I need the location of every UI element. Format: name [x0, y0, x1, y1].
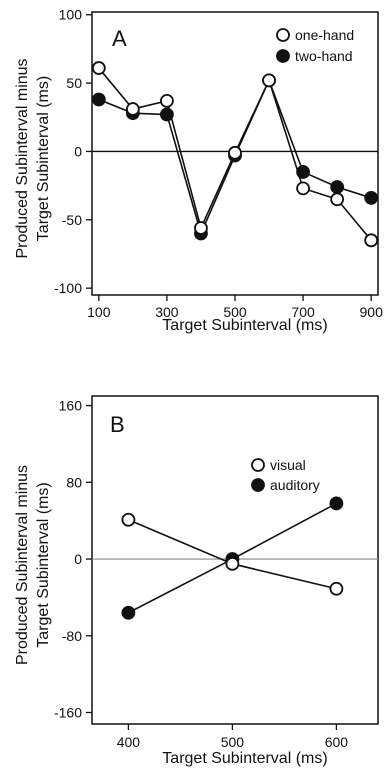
y-tick-label: -160 — [54, 704, 82, 720]
legend-marker-visual — [251, 458, 265, 472]
panel-label: A — [112, 26, 127, 51]
x-tick-label: 500 — [221, 734, 245, 750]
y-tick-label: 100 — [59, 7, 83, 23]
legend-label-visual: visual — [270, 457, 306, 473]
data-point-auditory — [121, 605, 136, 620]
x-tick-label: 400 — [117, 734, 141, 750]
data-point-one-hand — [228, 145, 242, 160]
legend-label-auditory: auditory — [270, 477, 320, 493]
x-axis-ticks: 100 300 500 700 900 — [87, 295, 383, 320]
data-point-visual — [225, 556, 240, 571]
series-group — [121, 496, 344, 620]
panel-b-chart: 160 80 0 -80 -160 400 500 600 B visual auditory… — [14, 395, 379, 767]
data-point-one-hand — [262, 73, 276, 88]
x-tick-label: 500 — [223, 304, 247, 320]
x-tick-label: 900 — [360, 304, 384, 320]
y-axis-ticks: 160 80 0 -80 -160 — [54, 398, 92, 720]
series-group — [91, 61, 379, 248]
data-point-two-hand — [296, 165, 310, 179]
legend-label-one-hand: one-hand — [295, 27, 354, 43]
x-axis-label: Target Subinterval (ms) — [162, 750, 327, 767]
y-tick-label: 160 — [59, 398, 83, 414]
legend-marker-auditory — [251, 478, 265, 492]
data-point-visual — [329, 581, 344, 596]
y-axis-label-line-1: Produced Subinterval minus — [14, 465, 31, 665]
legend: visual auditory — [251, 457, 320, 493]
y-tick-label: 0 — [74, 551, 82, 567]
y-tick-label: 50 — [66, 75, 82, 91]
data-point-two-hand — [330, 180, 345, 194]
y-axis-label-line-2: Target Subinterval (ms) — [35, 76, 52, 241]
data-point-one-hand — [296, 181, 310, 196]
panel-label: B — [110, 412, 125, 437]
y-tick-label: -50 — [62, 212, 82, 228]
legend-marker-one-hand — [276, 28, 290, 42]
y-tick-label: -80 — [62, 628, 82, 644]
data-point-auditory — [329, 496, 344, 511]
data-point-one-hand — [91, 61, 106, 75]
plot-frame — [91, 395, 379, 725]
y-tick-label: 80 — [66, 474, 82, 490]
y-axis-label-line-2: Target Subinterval (ms) — [35, 482, 52, 647]
y-axis-label-line-1: Produced Subinterval minus — [14, 58, 31, 258]
data-point-visual — [121, 512, 136, 527]
y-axis-ticks: 100 50 0 -50 -100 — [54, 7, 92, 296]
data-point-two-hand — [91, 92, 106, 107]
x-tick-label: 600 — [325, 734, 349, 750]
legend: one-hand two-hand — [276, 27, 354, 64]
x-tick-label: 700 — [291, 304, 315, 320]
data-point-one-hand — [364, 233, 379, 248]
x-axis-ticks: 400 500 600 — [117, 724, 349, 750]
y-tick-label: -100 — [54, 280, 82, 296]
data-point-one-hand — [194, 221, 208, 235]
data-point-one-hand — [330, 192, 345, 207]
data-point-one-hand — [125, 102, 140, 116]
data-point-two-hand — [364, 191, 379, 205]
x-tick-label: 100 — [87, 304, 111, 320]
x-axis-label: Target Subinterval (ms) — [162, 317, 327, 334]
x-tick-label: 300 — [155, 304, 179, 320]
legend-marker-two-hand — [276, 49, 290, 63]
legend-label-two-hand: two-hand — [295, 48, 353, 64]
data-point-one-hand — [160, 93, 174, 108]
data-point-two-hand — [160, 107, 174, 122]
y-tick-label: 0 — [74, 143, 82, 159]
